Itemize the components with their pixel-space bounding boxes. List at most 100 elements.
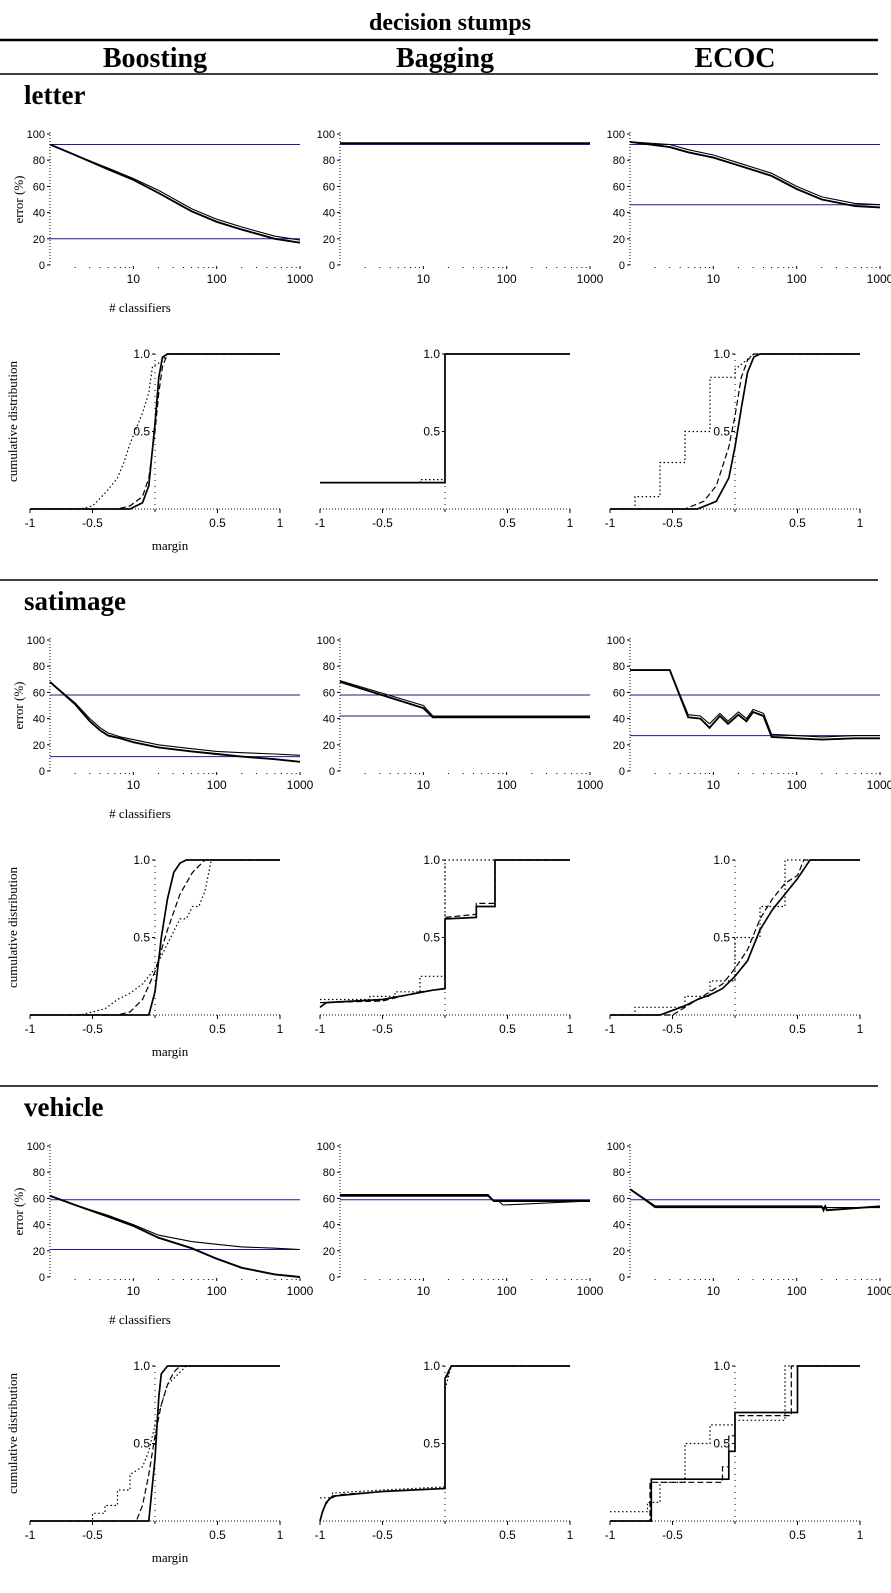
x-tick-label: -1 xyxy=(605,1528,616,1542)
y-tick-label: 100 xyxy=(317,129,335,141)
x-tick-label: -1 xyxy=(315,516,326,530)
y-tick-label: 100 xyxy=(607,635,625,647)
margin-panel-bagging: -1 -0.5 0.5 1 0.5 1.0 xyxy=(315,853,574,1036)
margin-series-line xyxy=(319,1365,570,1522)
y-axis-label: cumulative distribution xyxy=(5,867,20,988)
x-tick-label: 0.5 xyxy=(499,516,516,530)
y-tick-label: 20 xyxy=(33,1246,45,1258)
x-axis-label: margin xyxy=(152,1550,189,1565)
y-tick-label: 40 xyxy=(323,208,335,220)
x-tick-label: 100 xyxy=(497,1284,517,1298)
x-tick-label: 10 xyxy=(707,778,721,792)
y-tick-label: 80 xyxy=(613,155,625,167)
y-tick-label: 100 xyxy=(607,129,625,141)
y-tick-label: 0 xyxy=(329,766,335,778)
x-tick-label: -0.5 xyxy=(82,516,103,530)
margin-panel-ecoc: -1 -0.5 0.5 1 0.5 1.0 xyxy=(605,347,864,530)
x-tick-label: 1 xyxy=(277,1528,284,1542)
y-axis-label: error (%) xyxy=(11,682,26,730)
y-axis-label: cumulative distribution xyxy=(5,1373,20,1494)
x-tick-label: 1000 xyxy=(577,778,604,792)
y-tick-label: 20 xyxy=(323,1246,335,1258)
x-tick-label: 10 xyxy=(127,1284,141,1298)
y-tick-label: 0.5 xyxy=(713,425,730,439)
y-tick-label: 60 xyxy=(613,1193,625,1205)
y-tick-label: 0 xyxy=(329,1272,335,1284)
margin-series-line xyxy=(30,1365,280,1522)
x-tick-label: 10 xyxy=(127,778,141,792)
x-tick-label: -0.5 xyxy=(662,516,683,530)
y-tick-label: 1.0 xyxy=(133,1359,150,1373)
y-tick-label: 40 xyxy=(613,1220,625,1232)
y-tick-label: 0 xyxy=(619,1272,625,1284)
margin-series-line xyxy=(610,859,860,1016)
y-tick-label: 0.5 xyxy=(423,425,440,439)
x-tick-label: -0.5 xyxy=(372,516,393,530)
y-axis-label: error (%) xyxy=(11,176,26,224)
y-tick-label: 20 xyxy=(33,234,45,246)
margin-series-line xyxy=(610,1365,860,1522)
y-tick-label: 80 xyxy=(33,661,45,673)
x-axis-label: # classifiers xyxy=(109,300,171,315)
y-tick-label: 0.5 xyxy=(133,931,150,945)
column-header-bagging: Bagging xyxy=(396,43,494,74)
margin-panel-boosting: -1 -0.5 0.5 1 0.5 1.0 cumulative distribution m… xyxy=(5,347,284,553)
x-axis-label: margin xyxy=(152,1044,189,1059)
x-tick-label: 0.5 xyxy=(209,1022,226,1036)
y-tick-label: 40 xyxy=(613,714,625,726)
x-tick-label: 1 xyxy=(277,516,284,530)
margin-series-line xyxy=(320,353,570,484)
error-series-line xyxy=(339,680,590,717)
x-tick-label: 100 xyxy=(207,778,227,792)
y-tick-label: 100 xyxy=(27,635,45,647)
error-series-line xyxy=(340,1194,590,1202)
margin-series-line xyxy=(320,859,570,1001)
y-tick-label: 40 xyxy=(33,1220,45,1232)
error-panel-bagging: 0 20 40 60 80 100 10 100 1000 xyxy=(317,129,604,286)
x-tick-label: -0.5 xyxy=(662,1022,683,1036)
y-tick-label: 0 xyxy=(39,766,45,778)
error-series-line xyxy=(629,140,881,209)
x-tick-label: 100 xyxy=(207,272,227,286)
y-tick-label: 0.5 xyxy=(713,931,730,945)
y-tick-label: 0 xyxy=(39,260,45,272)
margin-panel-boosting: -1 -0.5 0.5 1 0.5 1.0 cumulative distribution m… xyxy=(5,1359,284,1565)
error-panel-boosting: 0 20 40 60 80 100 10 100 1000 error (%) # classifi… xyxy=(11,129,314,315)
x-tick-label: -1 xyxy=(25,516,36,530)
y-tick-label: 1.0 xyxy=(713,1359,730,1373)
x-tick-label: 0.5 xyxy=(789,1022,806,1036)
x-tick-label: 0.5 xyxy=(789,516,806,530)
y-tick-label: 80 xyxy=(323,661,335,673)
y-tick-label: 40 xyxy=(33,208,45,220)
y-tick-label: 1.0 xyxy=(713,853,730,867)
x-tick-label: -0.5 xyxy=(82,1528,103,1542)
y-tick-label: 0.5 xyxy=(133,1437,150,1451)
y-tick-label: 60 xyxy=(323,1193,335,1205)
margin-series-line xyxy=(30,859,280,1016)
margin-series-line xyxy=(30,859,280,1016)
y-tick-label: 60 xyxy=(613,181,625,193)
x-tick-label: 0.5 xyxy=(209,1528,226,1542)
y-tick-label: 0.5 xyxy=(423,931,440,945)
x-tick-label: 1 xyxy=(567,516,574,530)
x-tick-label: 1 xyxy=(857,1022,864,1036)
x-tick-label: 1000 xyxy=(287,1284,314,1298)
y-tick-label: 1.0 xyxy=(423,853,440,867)
y-tick-label: 80 xyxy=(33,155,45,167)
margin-panel-ecoc: -1 -0.5 0.5 1 0.5 1.0 xyxy=(605,853,864,1036)
x-tick-label: 10 xyxy=(127,272,141,286)
x-tick-label: -1 xyxy=(25,1528,36,1542)
margin-series-line xyxy=(30,353,280,510)
margin-series-line xyxy=(610,353,860,510)
error-panel-bagging: 0 20 40 60 80 100 10 100 1000 xyxy=(317,635,604,792)
margin-series-line xyxy=(610,859,860,1016)
margin-panel-boosting: -1 -0.5 0.5 1 0.5 1.0 cumulative distribution m… xyxy=(5,853,284,1059)
y-axis-label: cumulative distribution xyxy=(5,361,20,482)
margin-series-line xyxy=(610,353,860,510)
x-tick-label: 1000 xyxy=(867,778,891,792)
x-tick-label: -1 xyxy=(25,1022,36,1036)
x-tick-label: 0.5 xyxy=(209,516,226,530)
x-tick-label: 100 xyxy=(787,272,807,286)
